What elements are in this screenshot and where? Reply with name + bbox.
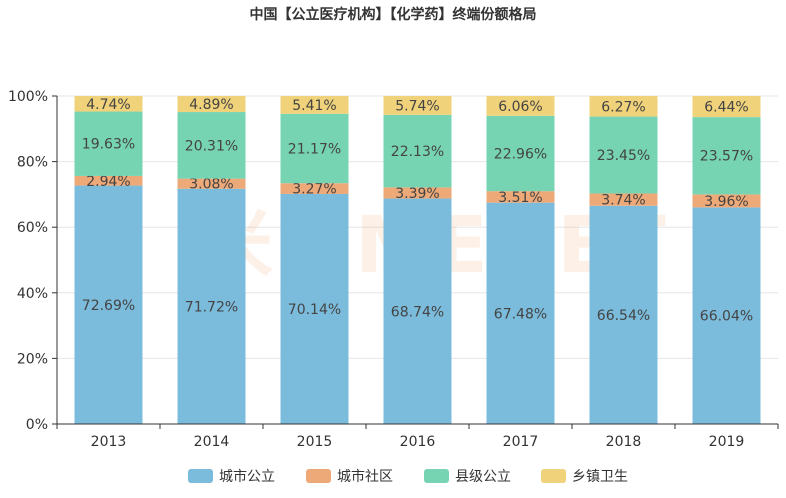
y-tick-label: 20% [17, 351, 48, 367]
data-label: 19.63% [82, 137, 135, 153]
data-label: 67.48% [494, 306, 547, 322]
bar-segment [280, 113, 349, 184]
bar-segment [74, 185, 143, 424]
bar-segment [589, 193, 658, 206]
bar-segment [486, 115, 555, 192]
legend-swatch [541, 469, 566, 483]
bar-segment [280, 193, 349, 424]
data-label: 4.89% [189, 97, 233, 113]
data-label: 70.14% [288, 302, 341, 318]
bar-segment [589, 116, 658, 194]
data-label: 3.96% [704, 194, 748, 210]
x-tick-label: 2019 [709, 434, 745, 450]
bar-segment [383, 187, 452, 199]
data-label: 23.57% [700, 149, 753, 165]
data-label: 2.94% [86, 174, 130, 190]
bar-segment [383, 198, 452, 424]
bar-segment [692, 117, 761, 195]
data-label: 71.72% [185, 299, 238, 315]
legend-swatch [188, 469, 213, 483]
bar-segment [177, 112, 246, 179]
bar-segment [589, 96, 658, 117]
bar-segment [74, 175, 143, 186]
data-label: 66.04% [700, 309, 753, 325]
data-label: 5.41% [292, 98, 336, 114]
bar-segment [177, 188, 246, 424]
x-tick-label: 2013 [91, 434, 127, 450]
x-tick-label: 2014 [194, 434, 230, 450]
legend-swatch [306, 469, 331, 483]
data-label: 66.54% [597, 308, 650, 324]
bar-segment [280, 96, 349, 114]
data-label: 3.08% [189, 177, 233, 193]
bar-segment [589, 205, 658, 424]
y-tick-label: 0% [26, 417, 48, 433]
data-label: 22.13% [391, 144, 444, 160]
y-tick-label: 100% [8, 89, 48, 105]
x-tick-label: 2017 [503, 434, 539, 450]
bar-segment [74, 111, 143, 176]
bar-segment [692, 207, 761, 424]
data-label: 72.69% [82, 298, 135, 314]
bar-segment [383, 114, 452, 188]
chart-title: 中国【公立医疗机构】【化学药】终端份额格局 [249, 7, 537, 23]
legend-label: 县级公立 [455, 469, 511, 485]
data-label: 4.74% [86, 97, 130, 113]
bar-segment [383, 96, 452, 115]
bar-segment [692, 95, 761, 118]
bar-segment [177, 96, 246, 113]
data-label: 6.27% [601, 99, 645, 115]
x-tick-label: 2018 [606, 434, 642, 450]
legend-label: 城市社区 [337, 468, 393, 485]
y-tick-label: 60% [17, 220, 48, 236]
x-tick-label: 2016 [400, 434, 436, 450]
legend-label: 城市公立 [219, 468, 275, 485]
data-label: 21.17% [288, 141, 341, 157]
bar-segment [74, 96, 143, 112]
data-label: 6.44% [704, 100, 748, 116]
bar-segment [486, 202, 555, 424]
x-tick-label: 2015 [297, 434, 333, 450]
data-label: 3.39% [395, 186, 439, 202]
data-label: 3.51% [498, 190, 542, 206]
data-label: 3.74% [601, 193, 645, 209]
bar-segment [486, 191, 555, 203]
data-label: 3.27% [292, 182, 336, 198]
y-tick-label: 80% [17, 155, 48, 171]
data-label: 5.74% [395, 98, 439, 114]
data-label: 6.06% [498, 99, 542, 115]
bar-segment [280, 183, 349, 194]
data-label: 68.74% [391, 304, 444, 320]
data-label: 20.31% [185, 138, 238, 154]
y-tick-label: 40% [17, 286, 48, 302]
bar-segment [692, 194, 761, 208]
legend-swatch [424, 469, 449, 483]
data-label: 22.96% [494, 146, 547, 162]
data-label: 23.45% [597, 148, 650, 164]
bar-segment [177, 178, 246, 189]
bar-segment [486, 95, 555, 116]
legend-label: 乡镇卫生 [572, 469, 628, 485]
